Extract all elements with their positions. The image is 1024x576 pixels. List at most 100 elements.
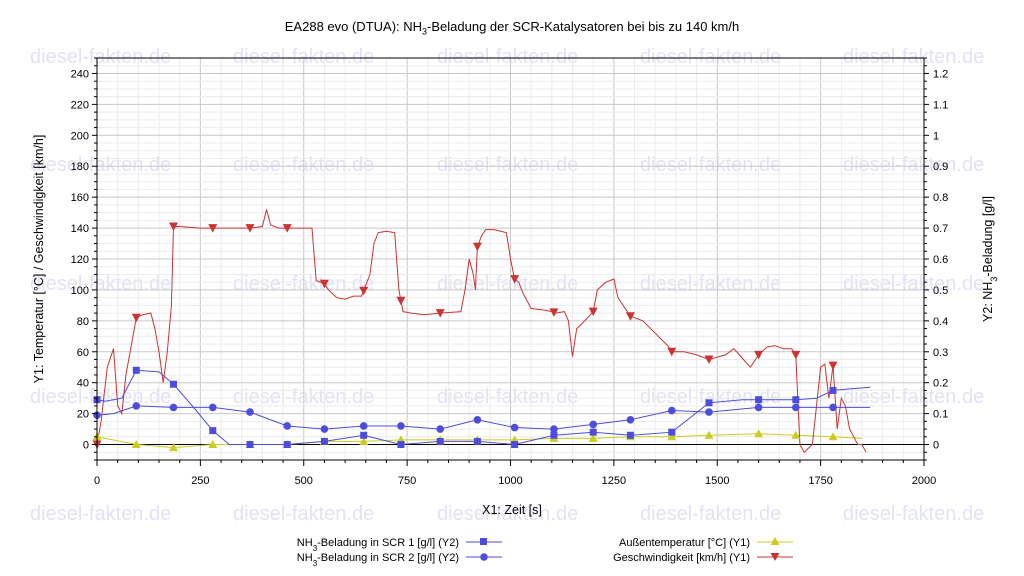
data-point-triangle-down — [588, 307, 598, 317]
watermark-text: diesel-fakten.de — [843, 503, 984, 525]
y-left-tick-label: 240 — [71, 68, 89, 80]
watermark-text: diesel-fakten.de — [640, 46, 781, 68]
y-left-tick-label: 80 — [77, 316, 89, 328]
data-point-square — [397, 441, 405, 449]
data-point-circle — [667, 406, 676, 415]
data-point-square — [755, 396, 763, 404]
data-point-circle — [589, 420, 597, 429]
data-point-circle — [510, 423, 519, 432]
y-left-tick-label: 60 — [77, 347, 89, 359]
data-point-triangle-down — [510, 275, 520, 284]
data-point-triangle-down — [704, 355, 714, 364]
data-point-circle — [626, 416, 635, 424]
series-markers-circle — [93, 402, 837, 433]
watermark-text: diesel-fakten.de — [640, 154, 781, 176]
watermark-text: diesel-fakten.de — [30, 386, 171, 408]
data-point-triangle-up — [828, 432, 838, 441]
y-right-tick-label: 0.6 — [933, 254, 948, 266]
watermark-text: diesel-fakten.de — [437, 386, 578, 408]
data-point-triangle-down — [208, 224, 218, 233]
y-left-tick-label: 160 — [71, 192, 89, 204]
x-tick-label: 500 — [295, 475, 313, 487]
data-point-square — [132, 366, 140, 374]
watermark-text: diesel-fakten.de — [437, 503, 578, 525]
legend: NH3-Beladung in SCR 1 [g/l] (Y2) NH3-Bel… — [297, 537, 793, 568]
data-point-square — [283, 441, 291, 449]
data-point-circle — [550, 425, 558, 433]
y-left-tick-label: 100 — [71, 285, 89, 297]
watermark-text: diesel-fakten.de — [843, 386, 984, 408]
data-point-triangle-up — [359, 436, 369, 445]
watermark-text: diesel-fakten.de — [233, 503, 374, 525]
watermark-text: diesel-fakten.de — [640, 386, 781, 408]
data-point-triangle-up — [168, 443, 178, 452]
x-tick-label: 0 — [94, 475, 100, 487]
data-point-triangle-up — [208, 440, 218, 449]
data-point-triangle-down — [667, 347, 677, 357]
legend-marker-triangle-down — [770, 553, 780, 561]
x-tick-label: 1000 — [498, 475, 522, 487]
y-left-tick-label: 200 — [71, 130, 89, 142]
data-point-square — [511, 441, 519, 449]
data-point-square — [209, 427, 217, 435]
series-line-circle — [96, 405, 871, 430]
data-point-square — [320, 437, 328, 445]
y-right-tick-label: 0.9 — [933, 161, 948, 173]
data-point-triangle-down — [549, 308, 559, 317]
y-right-tick-label: 1.2 — [933, 68, 948, 80]
y-right-tick-label: 0.4 — [933, 316, 948, 328]
x-axis-label: X1: Zeit [s] — [482, 503, 542, 517]
data-point-circle — [792, 403, 800, 412]
y-right-tick-label: 0.8 — [933, 192, 948, 204]
data-point-circle — [283, 422, 292, 430]
tick-layer: 0 250 500 750 1000 1250 1500 1750 20000204060801… — [71, 57, 948, 487]
data-point-square — [792, 396, 800, 404]
y-right-tick-label: 0.2 — [933, 378, 948, 390]
series-triangle-down — [96, 209, 867, 454]
legend-marker-triangle-up — [770, 537, 780, 545]
y-left-tick-label: 0 — [83, 440, 89, 452]
x-tick-label: 1500 — [705, 475, 729, 487]
watermark-text: diesel-fakten.de — [437, 273, 578, 295]
series-line-triangle-down — [96, 209, 867, 454]
y-right-tick-label: 1 — [933, 130, 939, 142]
data-point-triangle-down — [791, 350, 801, 360]
y-right-tick-label: 0.5 — [933, 285, 948, 297]
watermark-text: diesel-fakten.de — [30, 154, 171, 176]
data-point-triangle-up — [704, 430, 714, 439]
data-point-square — [626, 431, 634, 439]
data-point-circle — [246, 408, 254, 416]
y-axis-label-right: Y2: NH3-Beladung [g/l] — [981, 196, 999, 322]
y-left-tick-label: 140 — [71, 223, 89, 235]
watermark-text: diesel-fakten.de — [843, 46, 984, 68]
watermark-text: diesel-fakten.de — [843, 273, 984, 295]
data-point-triangle-up — [667, 432, 677, 441]
data-point-triangle-up — [754, 429, 764, 438]
watermark-text: diesel-fakten.de — [437, 46, 578, 68]
legend-label-speed: Geschwindigkeit [km/h] (Y1) — [613, 552, 750, 564]
y-left-tick-label: 20 — [77, 409, 89, 421]
data-point-square — [360, 431, 368, 439]
watermark-text: diesel-fakten.de — [30, 273, 171, 295]
data-point-circle — [208, 403, 217, 412]
data-point-triangle-down — [754, 350, 764, 360]
data-point-square — [473, 437, 481, 445]
data-point-square — [436, 437, 444, 445]
data-point-square — [550, 431, 558, 439]
y-right-tick-label: 0 — [933, 440, 939, 452]
legend-label-temperature: Außentemperatur [°C] (Y1) — [619, 537, 750, 549]
chart-title: EA288 evo (DTUA): NH3-Beladung der SCR-K… — [284, 19, 740, 37]
data-point-circle — [829, 403, 837, 412]
x-tick-label: 750 — [398, 475, 416, 487]
data-point-circle — [320, 425, 329, 433]
legend-label-scr1: NH3-Beladung in SCR 1 [g/l] (Y2) — [297, 537, 459, 553]
data-point-triangle-down — [168, 222, 178, 232]
data-point-triangle-down — [396, 296, 406, 306]
data-point-square — [705, 399, 713, 407]
data-point-circle — [754, 403, 763, 412]
legend-marker-circle — [480, 553, 488, 561]
data-point-circle — [169, 403, 178, 412]
x-tick-label: 250 — [191, 475, 209, 487]
data-point-triangle-down — [359, 286, 369, 296]
